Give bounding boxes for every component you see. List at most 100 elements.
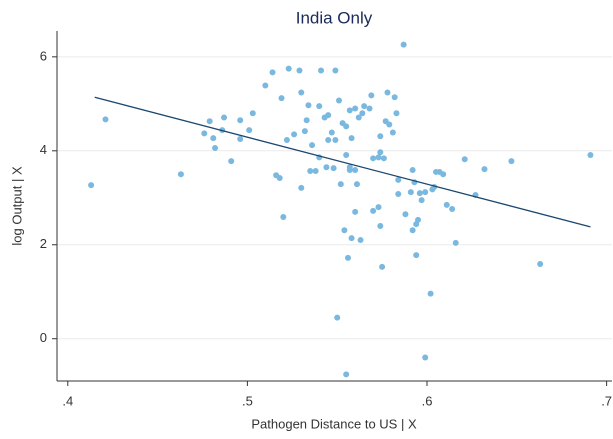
point <box>377 149 384 156</box>
point <box>440 171 447 178</box>
point <box>357 237 364 244</box>
point <box>283 136 290 143</box>
point <box>370 207 377 214</box>
point <box>443 201 450 208</box>
x-tick-label: .4 <box>62 393 73 408</box>
point <box>201 130 208 137</box>
point <box>237 136 244 143</box>
point <box>102 116 109 123</box>
point <box>384 89 391 96</box>
point <box>309 142 316 149</box>
point <box>325 136 332 143</box>
point <box>344 254 351 261</box>
point <box>386 121 393 128</box>
point <box>343 123 350 130</box>
point <box>206 118 213 125</box>
y-tick-label: 6 <box>40 48 47 63</box>
point <box>461 156 468 163</box>
point <box>307 168 314 174</box>
point <box>343 371 350 378</box>
x-tick-label: .6 <box>422 393 433 408</box>
point <box>481 166 488 173</box>
point <box>368 92 375 99</box>
point <box>409 227 416 234</box>
point <box>407 189 414 196</box>
point <box>262 82 269 89</box>
point <box>332 67 339 74</box>
point <box>375 204 382 211</box>
point <box>343 152 350 159</box>
point <box>334 314 341 321</box>
point <box>278 95 285 102</box>
point <box>88 182 95 189</box>
point <box>409 167 416 174</box>
point <box>280 214 287 221</box>
point <box>298 89 305 96</box>
point <box>228 158 235 165</box>
point <box>391 94 398 101</box>
y-tick-label: 4 <box>40 142 47 157</box>
y-tick-label: 0 <box>40 330 47 345</box>
point <box>418 197 425 204</box>
point <box>212 144 219 151</box>
point <box>346 107 353 114</box>
point <box>269 69 276 76</box>
point <box>393 110 400 117</box>
point <box>352 105 359 112</box>
point <box>348 235 355 242</box>
point <box>361 103 368 110</box>
point <box>415 216 422 223</box>
point <box>377 222 384 229</box>
point <box>249 110 256 117</box>
point <box>375 154 382 161</box>
point <box>276 175 283 182</box>
point <box>318 67 325 74</box>
point <box>303 117 310 124</box>
point <box>353 181 360 188</box>
point <box>346 167 353 174</box>
point <box>355 114 362 121</box>
point <box>330 165 337 172</box>
point <box>359 110 366 117</box>
point <box>413 252 420 259</box>
point <box>285 65 292 72</box>
point <box>389 129 396 136</box>
point <box>402 211 409 218</box>
y-axis-label: log Output | X <box>9 166 24 246</box>
point <box>422 354 429 361</box>
point <box>335 97 342 104</box>
x-tick-label: .7 <box>601 393 612 408</box>
point <box>379 263 386 270</box>
point <box>537 261 544 268</box>
x-axis-label: Pathogen Distance to US | X <box>251 416 417 431</box>
point <box>246 127 253 134</box>
point <box>427 290 434 297</box>
point <box>380 155 387 162</box>
point <box>325 112 332 119</box>
x-tick-label: .5 <box>242 393 253 408</box>
point <box>352 208 359 215</box>
point <box>296 67 303 74</box>
point <box>348 135 355 142</box>
chart-title: India Only <box>296 8 373 27</box>
point <box>395 191 402 198</box>
point <box>323 164 330 171</box>
point <box>332 136 339 143</box>
point <box>316 103 323 110</box>
y-tick-label: 2 <box>40 236 47 251</box>
point <box>416 190 423 197</box>
point <box>452 239 459 246</box>
point <box>587 152 594 159</box>
point <box>221 114 228 121</box>
point <box>341 227 348 234</box>
point <box>210 135 217 142</box>
point <box>370 155 377 162</box>
point <box>291 131 298 138</box>
point <box>312 168 319 174</box>
point <box>177 171 184 178</box>
point <box>366 105 373 112</box>
fit-line <box>94 96 591 228</box>
point <box>337 181 344 188</box>
